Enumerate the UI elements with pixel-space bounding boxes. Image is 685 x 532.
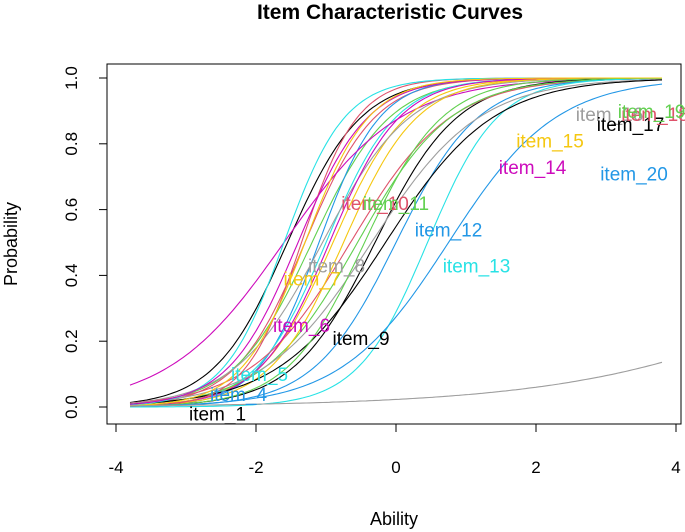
x-tick-label: -2 bbox=[248, 458, 263, 477]
label-item-1: item_1 bbox=[189, 405, 246, 426]
x-axis-label: Ability bbox=[370, 509, 418, 529]
y-axis: 0.0 0.2 0.4 0.6 0.8 1.0 bbox=[62, 66, 108, 419]
curve-item-19 bbox=[129, 77, 662, 407]
x-tick-label: 2 bbox=[531, 458, 540, 477]
label-item-8: item_8 bbox=[308, 257, 365, 278]
chart-title: Item Characteristic Curves bbox=[257, 1, 523, 24]
label-item-7: item_7 bbox=[283, 270, 340, 291]
curve-item-24 bbox=[130, 361, 663, 407]
label-item-4: item_4 bbox=[210, 385, 267, 406]
curve-item-1 bbox=[129, 77, 662, 404]
label-item-12: item_12 bbox=[415, 220, 483, 241]
y-axis-label: Probability bbox=[1, 202, 21, 286]
curve-item-10 bbox=[129, 78, 663, 404]
label-item-20: item_20 bbox=[600, 164, 668, 185]
x-tick-label: 4 bbox=[671, 458, 680, 477]
y-tick-label: 0.4 bbox=[62, 264, 81, 288]
label-item-5: item_5 bbox=[231, 365, 288, 386]
curve-layer bbox=[129, 77, 663, 408]
x-tick-label: -4 bbox=[108, 458, 123, 477]
label-item-14: item_14 bbox=[499, 158, 567, 179]
y-tick-label: 0.6 bbox=[62, 198, 81, 222]
y-tick-label: 0.8 bbox=[62, 132, 81, 156]
x-axis: -4 -2 0 2 4 bbox=[108, 423, 681, 477]
curve-item-20 bbox=[130, 83, 663, 407]
label-item-6: item_6 bbox=[273, 316, 330, 337]
label-item-19: item_19 bbox=[618, 102, 685, 123]
label-item-15: item_15 bbox=[516, 132, 584, 153]
y-tick-label: 0.0 bbox=[62, 395, 81, 419]
item-label-layer: item_1item_4item_5item_6item_7item_8item… bbox=[189, 102, 685, 426]
curve-item-22 bbox=[129, 77, 662, 405]
label-item-10: item_10 bbox=[341, 194, 409, 215]
label-item-11: item_11 bbox=[363, 194, 429, 215]
curve-item-16 bbox=[129, 78, 663, 404]
label-item-18: item_18 bbox=[621, 105, 685, 126]
curve-item-23 bbox=[129, 77, 662, 407]
curve-item-13 bbox=[130, 77, 662, 408]
x-tick-label: 0 bbox=[391, 458, 400, 477]
y-tick-label: 1.0 bbox=[62, 66, 81, 90]
curve-item-3 bbox=[129, 77, 662, 405]
label-item-16: item_16 bbox=[576, 105, 644, 126]
curve-item-8 bbox=[129, 77, 663, 404]
label-item-17: item_17 bbox=[597, 115, 665, 136]
curve-item-15 bbox=[129, 77, 662, 407]
curve-item-17 bbox=[129, 79, 663, 405]
label-item-9: item_9 bbox=[332, 329, 389, 350]
label-item-13: item_13 bbox=[443, 257, 511, 278]
y-tick-label: 0.2 bbox=[62, 329, 81, 353]
